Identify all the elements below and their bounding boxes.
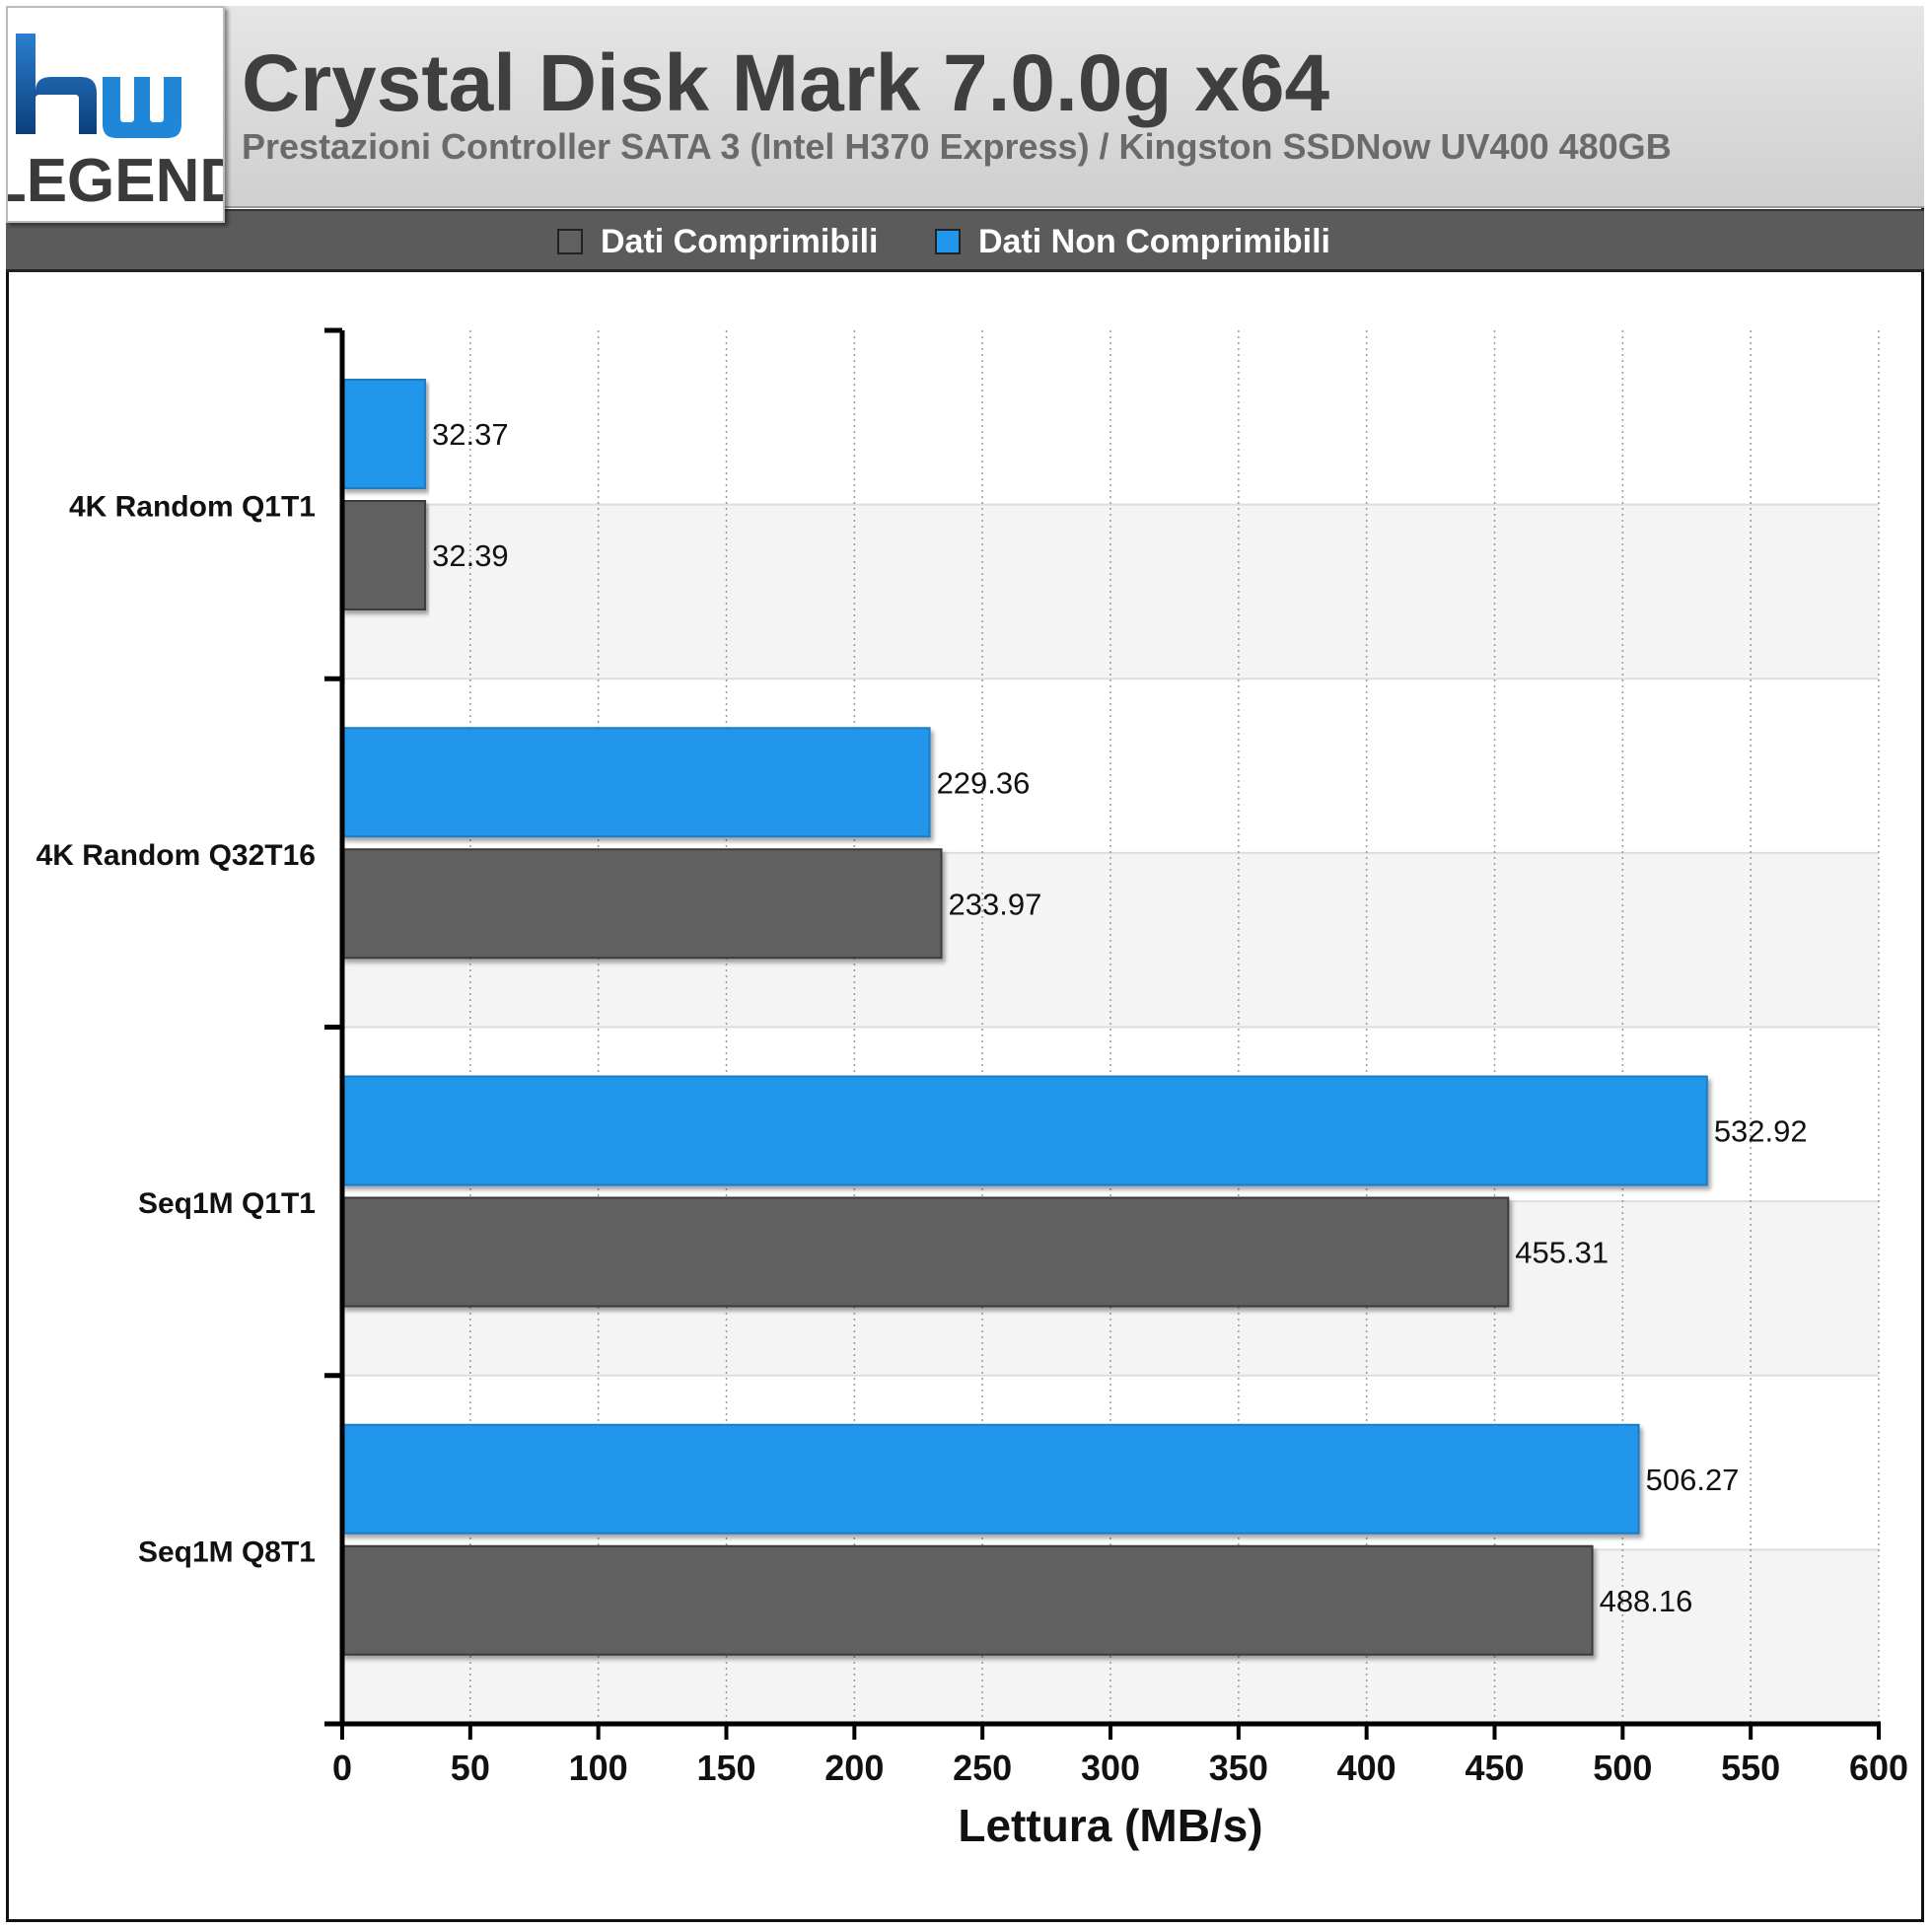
site-logo: LEGEND	[0, 6, 244, 223]
chart-subtitle: Prestazioni Controller SATA 3 (Intel H37…	[242, 126, 1672, 167]
logo-icon: LEGEND	[0, 34, 244, 215]
legend-entry-compressible: Dati Comprimibili	[557, 222, 878, 261]
header-band	[6, 6, 1924, 208]
legend-label: Dati Non Comprimibili	[978, 222, 1330, 260]
chart-frame	[6, 6, 1924, 1922]
legend-swatch-icon	[935, 229, 961, 254]
legend-label: Dati Comprimibili	[601, 222, 879, 260]
chart-title: Crystal Disk Mark 7.0.0g x64	[242, 38, 1330, 128]
logo-text: LEGEND	[8, 147, 223, 215]
legend-entry-incompressible: Dati Non Comprimibili	[935, 222, 1330, 261]
legend-swatch-icon	[557, 229, 583, 254]
legend-bar	[6, 209, 1924, 272]
